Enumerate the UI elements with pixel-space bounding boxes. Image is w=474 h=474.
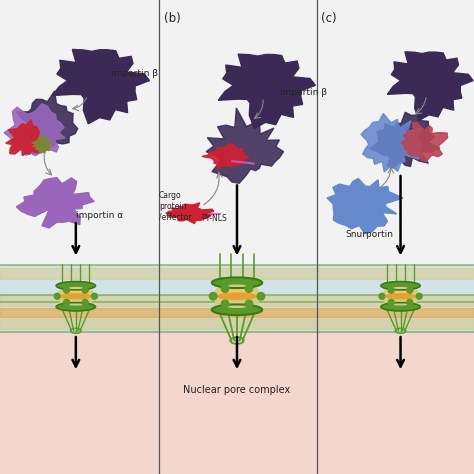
Text: (c): (c) <box>321 12 337 25</box>
Ellipse shape <box>221 285 229 292</box>
Polygon shape <box>17 91 78 154</box>
Ellipse shape <box>386 294 415 299</box>
Ellipse shape <box>245 300 253 308</box>
Bar <box>0 268 474 279</box>
Polygon shape <box>387 52 473 120</box>
Ellipse shape <box>64 299 70 305</box>
Bar <box>0 313 474 474</box>
Polygon shape <box>202 144 249 169</box>
Ellipse shape <box>388 287 394 293</box>
Polygon shape <box>218 54 315 128</box>
Text: importin β: importin β <box>280 88 327 97</box>
Text: Nuclear pore complex: Nuclear pore complex <box>183 385 291 395</box>
Ellipse shape <box>216 285 258 297</box>
Text: importin α: importin α <box>76 211 123 220</box>
Text: (b): (b) <box>164 12 180 25</box>
Ellipse shape <box>57 282 94 290</box>
Polygon shape <box>327 179 403 234</box>
Ellipse shape <box>416 293 422 299</box>
Bar <box>0 265 474 332</box>
Polygon shape <box>206 108 283 183</box>
Ellipse shape <box>407 299 413 305</box>
Polygon shape <box>6 119 43 155</box>
Ellipse shape <box>216 291 258 302</box>
Ellipse shape <box>384 288 417 297</box>
Polygon shape <box>4 104 65 155</box>
Text: PY-NLS: PY-NLS <box>201 215 227 223</box>
Ellipse shape <box>407 287 413 293</box>
Ellipse shape <box>54 293 60 299</box>
Ellipse shape <box>245 285 253 292</box>
Ellipse shape <box>216 296 258 307</box>
Polygon shape <box>370 112 439 168</box>
Text: importin β: importin β <box>111 69 158 78</box>
Polygon shape <box>166 203 214 223</box>
Ellipse shape <box>213 278 261 288</box>
Ellipse shape <box>82 299 88 305</box>
Ellipse shape <box>59 292 92 301</box>
Polygon shape <box>401 122 447 162</box>
Ellipse shape <box>384 292 417 301</box>
Ellipse shape <box>57 303 94 310</box>
Ellipse shape <box>210 292 217 300</box>
Ellipse shape <box>384 296 417 305</box>
Ellipse shape <box>379 293 385 299</box>
Text: Snurportin: Snurportin <box>346 230 394 239</box>
Ellipse shape <box>59 296 92 305</box>
Ellipse shape <box>61 294 91 299</box>
Ellipse shape <box>91 293 98 299</box>
Ellipse shape <box>221 300 229 308</box>
Bar <box>0 319 474 329</box>
Polygon shape <box>52 49 149 124</box>
Ellipse shape <box>257 292 264 300</box>
Ellipse shape <box>82 287 88 293</box>
Polygon shape <box>16 178 94 228</box>
Polygon shape <box>32 137 52 153</box>
Ellipse shape <box>382 282 419 290</box>
Ellipse shape <box>218 293 256 300</box>
Ellipse shape <box>388 299 394 305</box>
Ellipse shape <box>382 303 419 310</box>
Text: Cargo
protein
/effector: Cargo protein /effector <box>159 191 191 222</box>
Ellipse shape <box>213 305 261 315</box>
Bar <box>0 295 474 306</box>
Ellipse shape <box>59 288 92 297</box>
Bar <box>0 308 474 317</box>
Ellipse shape <box>64 287 70 293</box>
Polygon shape <box>361 113 423 172</box>
